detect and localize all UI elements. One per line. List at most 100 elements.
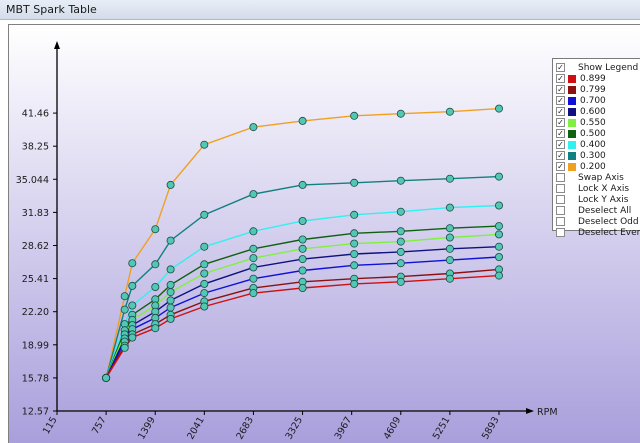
data-point [249,190,258,199]
data-point [200,289,209,298]
legend-label: 0.700 [580,95,606,106]
data-point [102,373,111,382]
x-axis-arrow [526,408,534,414]
option-label: Swap Axis [578,172,624,183]
plot-background [9,25,640,443]
chart-area: 12.57 15.78 18.99 22.20 25.41 28.62 31.83 35.04… [8,24,640,443]
legend-item-0.550[interactable]: ✓ 0.550 [556,117,640,128]
data-point [249,123,258,132]
data-point [445,224,454,233]
legend-checkbox[interactable]: ✓ [556,107,565,116]
data-point [350,111,359,120]
data-point [350,279,359,288]
data-point [350,261,359,270]
option-checkbox[interactable] [556,217,565,226]
series-line-0.200 [105,107,500,379]
legend-show-legend[interactable]: ✓ Show Legend [556,62,640,73]
legend-option-swap-axis[interactable]: Swap Axis [556,172,640,183]
option-checkbox[interactable] [556,195,565,204]
data-point [200,302,209,311]
data-point [166,265,175,274]
data-point [396,227,405,236]
legend-label: 0.550 [580,117,606,128]
data-point [151,260,160,269]
line-chart: 12.57 15.78 18.99 22.20 25.41 28.62 31.83 35.04… [9,25,640,443]
option-checkbox[interactable] [556,184,565,193]
legend-checkbox[interactable]: ✓ [556,129,565,138]
data-point [396,176,405,185]
legend-option-lock-x-axis[interactable]: Lock X Axis [556,183,640,194]
data-point [494,252,503,261]
data-point [166,280,175,289]
data-point [128,333,137,342]
legend-checkbox[interactable]: ✓ [556,96,565,105]
legend-show-legend-label: Show Legend [578,62,639,73]
legend-item-0.500[interactable]: ✓ 0.500 [556,128,640,139]
show-legend-checkbox[interactable]: ✓ [556,63,565,72]
legend-item-0.700[interactable]: ✓ 0.700 [556,95,640,106]
data-point [166,296,175,305]
data-point [350,239,359,248]
option-label: Deselect Even [578,227,640,238]
legend-item-0.200[interactable]: ✓ 0.200 [556,161,640,172]
legend-option-deselect-all[interactable]: Deselect All [556,205,640,216]
data-point [350,178,359,187]
data-point [445,107,454,116]
legend-item-0.300[interactable]: ✓ 0.300 [556,150,640,161]
legend-label: 0.400 [580,139,606,150]
data-point [445,244,454,253]
option-label: Lock X Axis [578,183,630,194]
data-point [151,225,160,234]
data-point [166,288,175,297]
y-tick-label: 41.46 [22,109,49,120]
data-point [200,260,209,269]
data-point [298,266,307,275]
data-point [249,254,258,263]
legend-checkbox[interactable]: ✓ [556,118,565,127]
y-tick-label: 28.62 [22,241,49,252]
legend-label: 0.600 [580,106,606,117]
data-point [249,227,258,236]
data-point [298,283,307,292]
legend-checkbox[interactable]: ✓ [556,140,565,149]
data-point [445,174,454,183]
legend-label: 0.899 [580,73,606,84]
data-point [151,282,160,291]
data-point [200,279,209,288]
data-point [298,216,307,225]
data-point [128,301,137,310]
data-point [200,269,209,278]
data-point [128,259,137,268]
legend-checkbox[interactable]: ✓ [556,74,565,83]
legend-item-0.799[interactable]: ✓ 0.799 [556,84,640,95]
data-point [396,109,405,118]
legend-item-0.600[interactable]: ✓ 0.600 [556,106,640,117]
legend-option-deselect-odd[interactable]: Deselect Odd [556,216,640,227]
legend-label: 0.300 [580,150,606,161]
data-point [350,249,359,258]
data-point [249,289,258,298]
legend-option-lock-y-axis[interactable]: Lock Y Axis [556,194,640,205]
legend-swatch [568,140,576,149]
y-tick-label: 12.57 [22,407,49,418]
legend-item-0.899[interactable]: ✓ 0.899 [556,73,640,84]
data-point [298,235,307,244]
title-bar: MBT Spark Table [0,0,640,20]
legend-checkbox[interactable]: ✓ [556,162,565,171]
legend-checkbox[interactable]: ✓ [556,151,565,160]
option-checkbox[interactable] [556,228,565,237]
data-point [298,244,307,253]
legend-checkbox[interactable]: ✓ [556,85,565,94]
data-point [494,222,503,231]
data-point [494,230,503,239]
data-point [396,207,405,216]
data-point [494,271,503,280]
y-tick-label: 15.78 [22,373,49,384]
data-point [120,305,129,314]
legend-item-0.400[interactable]: ✓ 0.400 [556,139,640,150]
data-point [200,242,209,251]
option-checkbox[interactable] [556,206,565,215]
legend-option-deselect-even[interactable]: Deselect Even [556,227,640,238]
option-checkbox[interactable] [556,173,565,182]
y-tick-label: 18.99 [22,340,49,351]
